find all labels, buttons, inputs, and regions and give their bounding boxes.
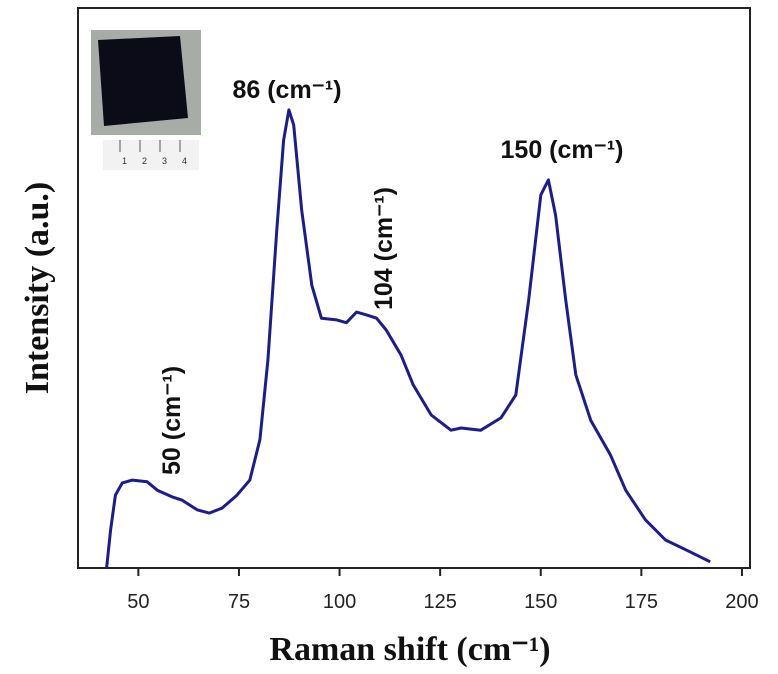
y-axis-label: Intensity (a.u.) (19, 182, 56, 395)
inset-sample (98, 36, 188, 126)
x-tick-label: 50 (127, 591, 149, 613)
inset-ruler (103, 140, 199, 170)
x-tick-label: 100 (323, 591, 356, 613)
peak-annotation: 150 (cm⁻¹) (501, 136, 624, 164)
inset-photo (91, 30, 201, 170)
x-tick-label: 200 (725, 591, 758, 613)
ruler-label: 1 (122, 156, 127, 166)
peak-annotation: 104 (cm⁻¹) (370, 187, 398, 310)
ruler-label: 3 (162, 156, 167, 166)
x-tick-label: 125 (423, 591, 456, 613)
spectrum-line (105, 108, 711, 569)
ruler-label: 4 (182, 156, 187, 166)
peak-annotation: 86 (cm⁻¹) (232, 76, 341, 104)
x-tick-label: 150 (524, 591, 557, 613)
x-tick-label: 75 (228, 591, 250, 613)
x-tick-label: 175 (625, 591, 658, 613)
plot-frame (77, 7, 751, 569)
ruler-label: 2 (142, 156, 147, 166)
peak-annotation: 50 (cm⁻¹) (158, 366, 186, 475)
x-axis-label: Raman shift (cm⁻¹) (269, 631, 550, 668)
